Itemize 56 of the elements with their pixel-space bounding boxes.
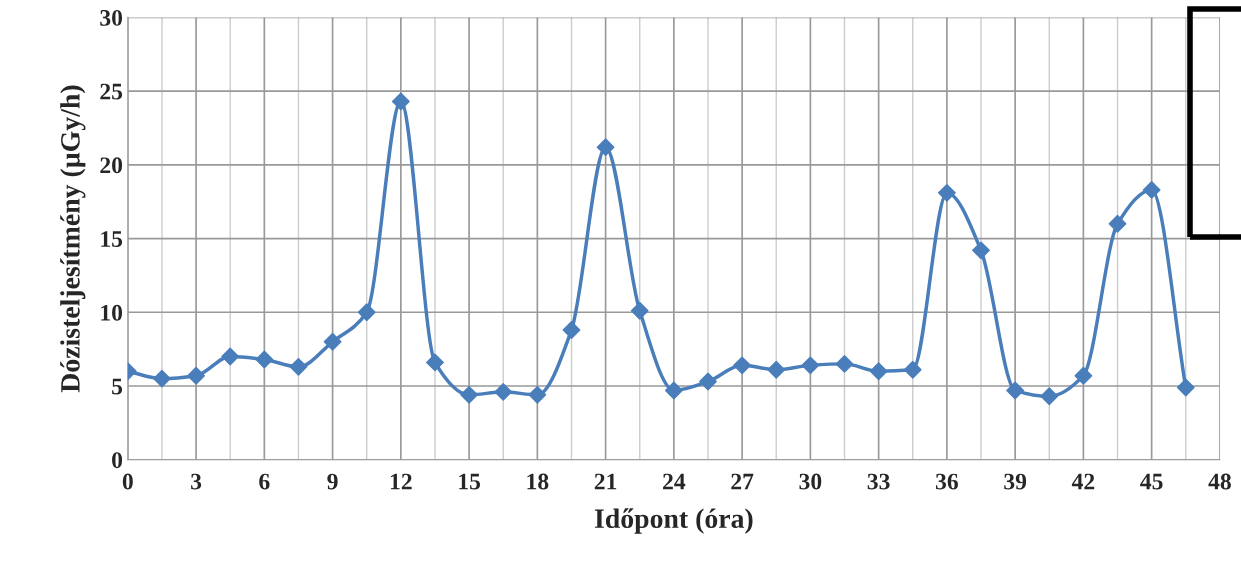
x-axis-title: Időpont (óra) <box>594 508 753 534</box>
x-tick-label: 48 <box>1208 473 1231 490</box>
x-tick-label: 3 <box>191 473 202 490</box>
point <box>323 332 342 351</box>
y-tick-label: 5 <box>112 378 123 395</box>
x-tick-label: 27 <box>731 473 754 490</box>
point <box>733 356 752 375</box>
x-tick-label: 12 <box>390 473 412 490</box>
point <box>494 382 513 401</box>
x-tick-label: 39 <box>1004 473 1027 490</box>
point <box>289 357 308 376</box>
point <box>972 241 990 260</box>
x-tick-label: 24 <box>663 473 686 490</box>
y-axis-title: Dózisteljesítmény (µGy/h) <box>60 85 86 393</box>
point <box>699 372 717 391</box>
point <box>1074 366 1093 385</box>
point <box>153 369 171 388</box>
point <box>767 360 786 379</box>
point <box>187 366 205 385</box>
point <box>255 350 274 369</box>
x-tick-label: 15 <box>459 473 481 490</box>
point <box>1040 387 1059 406</box>
point <box>528 385 547 404</box>
point <box>1176 378 1195 397</box>
point <box>562 321 581 339</box>
point <box>357 303 376 322</box>
x-tick-label: 6 <box>259 473 270 490</box>
x-tick-label: 33 <box>867 473 890 490</box>
y-tick-label: 30 <box>100 9 123 26</box>
x-tick-label: 42 <box>1071 473 1095 490</box>
point <box>596 138 615 157</box>
x-tick-label: 45 <box>1140 473 1163 490</box>
y-tick-label: 0 <box>112 452 123 469</box>
x-tick-label: 18 <box>527 473 549 490</box>
point <box>1108 214 1127 233</box>
point <box>426 353 444 372</box>
y-tick-label: 25 <box>100 83 123 100</box>
point <box>221 347 240 366</box>
x-tick-label: 9 <box>327 473 338 490</box>
y-tick-label: 15 <box>101 231 123 247</box>
point <box>460 385 479 404</box>
point <box>903 360 922 379</box>
point <box>391 92 410 111</box>
point <box>630 301 649 320</box>
x-tick-label: 30 <box>799 473 822 490</box>
x-tick-label: 36 <box>935 473 958 490</box>
y-tick-label: 10 <box>101 304 123 321</box>
point <box>664 381 683 400</box>
y-tick-label: 20 <box>100 157 123 174</box>
x-tick-label: 21 <box>594 473 617 490</box>
point <box>869 362 888 381</box>
point <box>1006 381 1025 400</box>
point <box>835 354 854 373</box>
point <box>937 183 956 202</box>
point <box>1142 181 1161 199</box>
point <box>801 356 820 375</box>
